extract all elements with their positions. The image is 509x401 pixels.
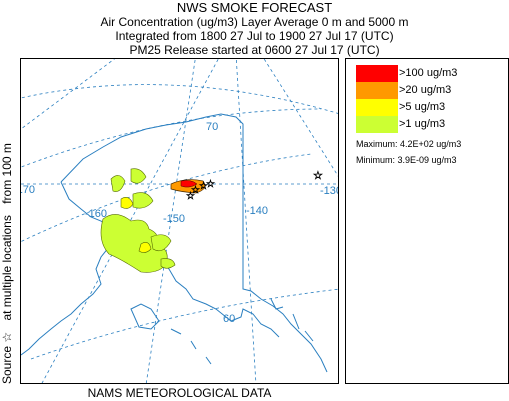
source-star-3: ☆	[206, 179, 215, 190]
lat-label-60: 60	[223, 313, 235, 325]
lat-line-65	[21, 153, 312, 243]
lon-label-140: -140	[246, 205, 268, 217]
coastline	[21, 113, 328, 373]
map-title: NWS SMOKE FORECAST	[176, 0, 333, 15]
kodiak-island	[130, 303, 160, 330]
source-markers: ☆ ☆ ☆ ☆ ☆	[186, 170, 324, 203]
plume-gt100	[180, 180, 198, 188]
lon-line-140	[235, 59, 257, 383]
lat-line-60	[30, 288, 338, 360]
lon-line-150	[145, 59, 196, 383]
plume-gt1-center	[150, 234, 172, 252]
lon-line-180	[21, 59, 115, 130]
source-star-5: ☆	[313, 170, 323, 182]
smoke-map: ☆ ☆ ☆ ☆ ☆ -170 -160 -150 -140 -130 70 60	[20, 58, 339, 384]
plume-gt5-1	[120, 197, 134, 209]
lat-line-70	[21, 108, 322, 168]
lon-line-130	[263, 59, 338, 177]
legend-label: >100 ug/m3	[399, 67, 458, 79]
plume-gt1-north-1	[110, 175, 126, 192]
islands	[170, 328, 212, 365]
lon-label-130: -130	[320, 185, 339, 197]
source-star-2: ☆	[199, 181, 208, 192]
lon-label-170: -170	[21, 184, 35, 196]
plume-gt1-north-3	[132, 192, 154, 209]
source-star-4: ☆	[186, 191, 195, 202]
plume-gt1-south	[160, 258, 176, 269]
legend-swatch-red	[356, 65, 398, 82]
concentration-description: Air Concentration (ug/m3) Layer Average …	[100, 15, 409, 29]
lat-label-70: 70	[206, 121, 218, 133]
lat-line-75	[21, 84, 338, 114]
west-coast	[21, 181, 122, 356]
legend-label: >1 ug/m3	[399, 118, 446, 130]
lon-label-150: -150	[163, 213, 185, 225]
graticule	[21, 59, 338, 383]
maximum-value: Maximum: 4.2E+02 ug/m3	[356, 139, 462, 149]
release-height-label: from 100 m	[0, 143, 14, 204]
north-coast-and-border	[60, 113, 328, 373]
data-source-footer: NAMS METEOROLOGICAL DATA	[87, 386, 272, 400]
minimum-value: Minimum: 3.9E-09 ug/m3	[356, 155, 457, 165]
release-start: PM25 Release started at 0600 27 Jul 17 (…	[129, 43, 380, 57]
plume-gt5-2	[138, 242, 152, 253]
legend-label: >20 ug/m3	[399, 84, 452, 96]
plume-gt1-north-2	[130, 168, 147, 184]
lon-line-160	[41, 59, 219, 383]
panhandle-islands	[270, 298, 314, 342]
legend-swatch-lime	[356, 116, 398, 133]
legend-swatch-orange	[356, 82, 398, 99]
source-star-label: Source ☆	[0, 331, 14, 384]
plume-gt1-west	[100, 214, 168, 273]
lon-label-160: -160	[85, 208, 107, 220]
legend-label: >5 ug/m3	[399, 101, 446, 113]
smoke-plume	[100, 168, 206, 273]
map-canvas: ☆ ☆ ☆ ☆ ☆ -170 -160 -150 -140 -130 70 60	[21, 59, 339, 383]
legend: >100 ug/m3 >20 ug/m3 >5 ug/m3 >1 ug/m3 M…	[345, 58, 509, 384]
legend-swatch-yellow	[356, 99, 398, 116]
source-location-label: Source ☆ at multiple locations from 100 …	[0, 54, 15, 384]
integration-period: Integrated from 1800 27 Jul to 1900 27 J…	[115, 29, 394, 43]
source-star-1: ☆	[191, 185, 200, 196]
locations-label: at multiple locations	[0, 215, 14, 321]
